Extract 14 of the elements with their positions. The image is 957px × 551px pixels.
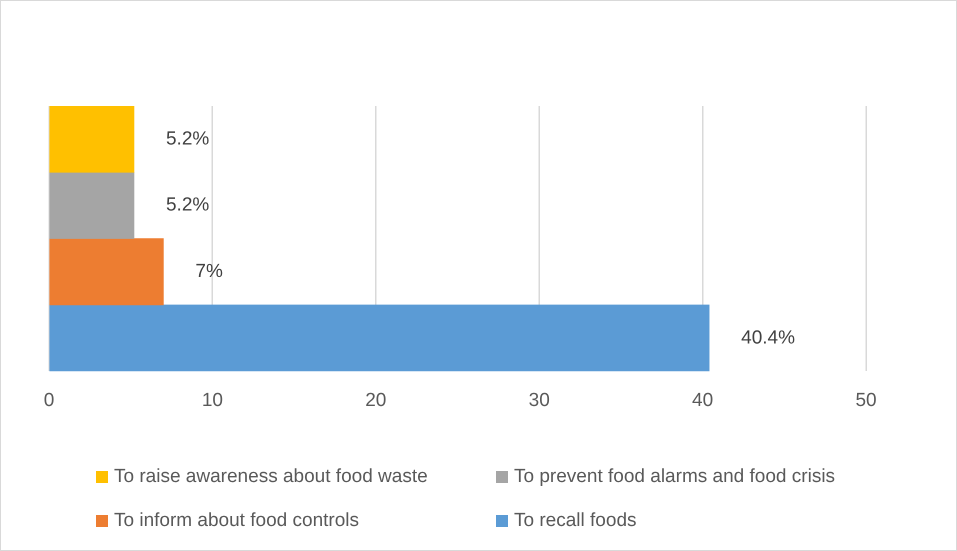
legend-label: To recall foods: [514, 510, 637, 532]
x-tick-label: 0: [44, 390, 54, 411]
data-label: 40.4%: [741, 327, 796, 348]
legend-label: To prevent food alarms and food crisis: [514, 466, 836, 488]
x-tick-label: 40: [692, 390, 714, 411]
x-tick-label: 20: [365, 390, 386, 411]
x-tick-label: 50: [855, 390, 877, 411]
data-label: 5.2%: [166, 194, 210, 216]
data-label: 5.2%: [166, 128, 210, 150]
legend-label: To raise awareness about food waste: [114, 466, 428, 488]
legend-label: To inform about food controls: [114, 510, 360, 532]
x-tick-label: 30: [528, 390, 550, 411]
data-label: 7%: [195, 260, 223, 282]
x-tick-label: 10: [202, 390, 223, 411]
